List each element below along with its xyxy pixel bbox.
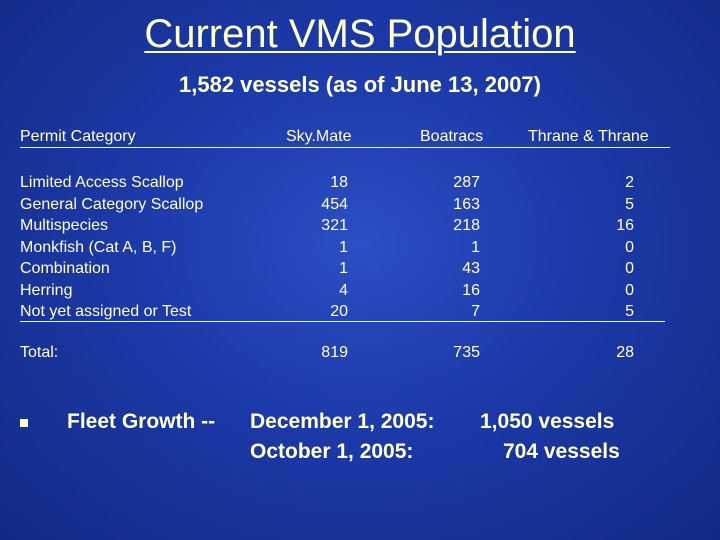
row-skymate: 4: [339, 281, 348, 299]
row-boatracs: 218: [453, 217, 480, 234]
header-underline: [20, 147, 670, 148]
fleet-growth-label: Fleet Growth --: [67, 410, 216, 433]
total-label: Total:: [20, 344, 59, 361]
header-skymate: Sky.Mate: [286, 128, 352, 145]
row-category: Limited Access Scallop: [20, 174, 184, 191]
row-boatracs: 287: [453, 174, 480, 191]
row-thrane: 5: [625, 303, 634, 320]
last-row-underline: [20, 321, 665, 322]
table-row: Combination 1 43 0: [20, 258, 700, 280]
row-thrane: 2: [625, 174, 634, 191]
slide-title: Current VMS Population: [144, 12, 576, 56]
table-row: Monkfish (Cat A, B, F) 1 1 0: [20, 237, 700, 259]
table-row: Limited Access Scallop 18 287 2: [20, 172, 700, 194]
row-category: Combination: [20, 260, 110, 277]
row-category: Herring: [20, 281, 73, 299]
row-thrane: 5: [625, 195, 634, 213]
table-row: Herring 4 16 0: [20, 280, 700, 302]
row-skymate: 18: [330, 174, 348, 191]
row-boatracs: 7: [471, 303, 480, 320]
total-row: Total: 819 735 28: [20, 342, 700, 364]
row-boatracs: 1: [471, 238, 480, 256]
row-category: Not yet assigned or Test: [20, 303, 192, 320]
row-boatracs: 16: [462, 281, 480, 299]
total-skymate: 819: [321, 344, 348, 361]
row-skymate: 1: [339, 238, 348, 256]
row-category: Monkfish (Cat A, B, F): [20, 238, 177, 256]
total-boatracs: 735: [453, 344, 480, 361]
row-category: General Category Scallop: [20, 195, 204, 213]
fleet-growth-value-1: 1,050 vessels: [480, 410, 615, 433]
header-permit-category: Permit Category: [20, 128, 136, 145]
row-thrane: 0: [625, 260, 634, 277]
row-thrane: 0: [625, 238, 634, 256]
row-skymate: 20: [330, 303, 348, 320]
row-thrane: 16: [616, 217, 634, 234]
header-boatracs: Boatracs: [420, 128, 484, 145]
fleet-growth-value-2: 704 vessels: [503, 440, 620, 463]
table-row: General Category Scallop 454 163 5: [20, 194, 700, 216]
row-skymate: 321: [321, 217, 348, 234]
slide-subtitle: 1,582 vessels (as of June 13, 2007): [178, 72, 541, 97]
header-thrane: Thrane & Thrane: [528, 128, 649, 145]
table-row: Multispecies 321 218 16: [20, 215, 700, 237]
row-category: Multispecies: [20, 217, 109, 234]
row-boatracs: 43: [462, 260, 480, 277]
row-thrane: 0: [625, 281, 634, 299]
total-thrane: 28: [616, 344, 634, 361]
row-skymate: 454: [321, 195, 348, 213]
table-row: Not yet assigned or Test 20 7 5: [20, 301, 700, 323]
row-boatracs: 163: [453, 195, 480, 213]
fleet-growth-date-2: October 1, 2005:: [250, 440, 414, 463]
fleet-growth-date-1: December 1, 2005:: [250, 410, 435, 433]
row-skymate: 1: [339, 260, 348, 277]
bullet-icon: [20, 419, 28, 427]
